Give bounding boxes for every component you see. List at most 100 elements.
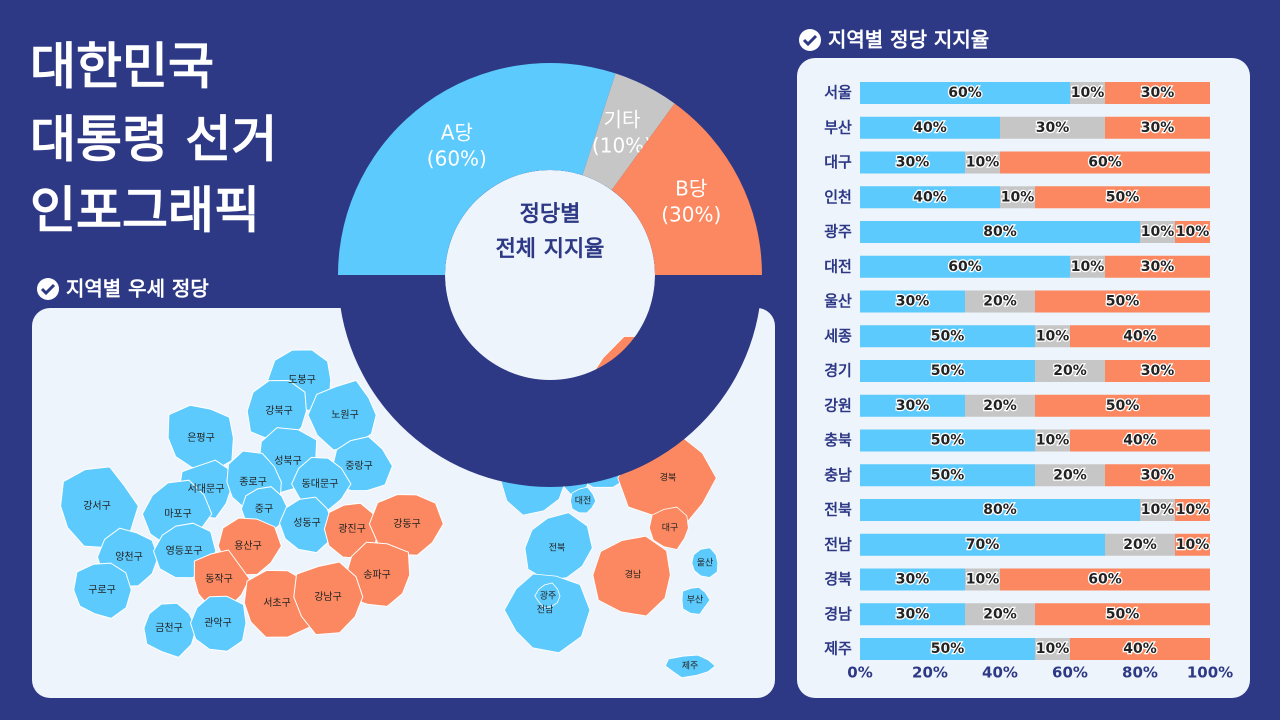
bar-segment <box>1035 603 1210 626</box>
category-label: 전북 <box>824 501 852 519</box>
bar-segment <box>1140 499 1175 521</box>
district-label: 강동구 <box>393 518 421 530</box>
category-label: 제주 <box>824 640 852 658</box>
bar-value-label: 40% <box>913 120 947 136</box>
bar-segment <box>1105 255 1210 278</box>
bar-segment <box>860 360 1035 382</box>
check-icon <box>37 278 59 300</box>
bar-value-label: 30% <box>896 606 930 622</box>
region-label: 경남 <box>625 569 642 581</box>
region-area <box>691 547 719 578</box>
district-label: 종로구 <box>239 476 267 488</box>
bar-segment <box>860 499 1140 521</box>
bar-segment <box>860 116 1000 139</box>
bar-value-label: 20% <box>1123 537 1157 553</box>
slice-label: B당 <box>675 177 707 201</box>
category-label: 경기 <box>824 362 852 380</box>
bar-segment <box>860 221 1140 243</box>
bar-value-label: 10% <box>1036 328 1070 344</box>
x-tick-label: 0% <box>847 664 872 682</box>
donut-hole <box>445 170 655 380</box>
district-area <box>278 496 334 554</box>
bar-value-label: 50% <box>1106 294 1140 310</box>
bar-segment <box>860 568 965 591</box>
district-area <box>73 562 132 619</box>
region-label: 광주 <box>540 590 557 602</box>
bar-segment <box>965 568 1000 591</box>
bar-value-label: 50% <box>931 641 965 657</box>
bar-segment <box>1000 116 1105 139</box>
district-label: 송파구 <box>363 569 391 581</box>
bar-value-label: 60% <box>1088 572 1122 588</box>
donut-slice <box>582 73 675 191</box>
district-label: 관악구 <box>204 617 232 629</box>
bar-value-label: 10% <box>1176 537 1210 553</box>
district-area <box>143 602 197 658</box>
x-tick-label: 80% <box>1122 664 1158 682</box>
region-area <box>534 582 561 609</box>
bar-segment <box>1070 429 1210 452</box>
region-label: 부산 <box>687 595 704 606</box>
district-label: 중구 <box>255 503 273 515</box>
district-label: 양천구 <box>115 551 143 563</box>
district-label: 동대문구 <box>302 478 339 490</box>
bar-segment <box>860 638 1035 660</box>
region-area <box>569 486 597 514</box>
bar-value-label: 10% <box>1071 85 1105 101</box>
bar-value-label: 60% <box>948 85 982 101</box>
bar-segment <box>965 394 1035 417</box>
bar-value-label: 60% <box>1088 155 1122 171</box>
bar-segment <box>1035 325 1070 348</box>
bar-value-label: 30% <box>896 294 930 310</box>
district-label: 마포구 <box>164 508 192 520</box>
district-label: 금천구 <box>155 622 183 634</box>
category-label: 서울 <box>824 84 852 102</box>
bar-value-label: 10% <box>1001 189 1035 205</box>
district-label: 서대문구 <box>188 483 225 495</box>
category-label: 충북 <box>824 431 852 449</box>
category-label: 대구 <box>824 153 852 171</box>
bar-value-label: 50% <box>1106 398 1140 414</box>
bar-value-label: 80% <box>983 502 1017 518</box>
title-line: 대한민국 <box>30 38 214 96</box>
bar-segment <box>1105 360 1210 382</box>
bar-value-label: 70% <box>966 537 1000 553</box>
district-label: 광진구 <box>338 523 366 535</box>
category-label: 울산 <box>824 292 852 310</box>
region-label: 제주 <box>682 661 699 672</box>
bar-segment <box>965 151 1000 174</box>
category-label: 인천 <box>824 188 852 206</box>
bar-segment <box>1105 116 1210 139</box>
district-label: 중랑구 <box>345 460 373 472</box>
category-label: 충남 <box>824 466 852 484</box>
bar-value-label: 10% <box>966 572 1000 588</box>
district-area <box>293 561 364 636</box>
bar-segment <box>1175 221 1210 243</box>
bar-segment <box>1140 221 1175 243</box>
district-label: 은평구 <box>187 432 215 444</box>
slice-value-label: (60%) <box>427 146 487 170</box>
bar-segment <box>1035 290 1210 313</box>
district-label: 동작구 <box>205 573 233 585</box>
bar-segment <box>1070 638 1210 660</box>
region-label: 대전 <box>575 496 592 507</box>
category-label: 경남 <box>824 605 852 623</box>
region-label: 울산 <box>697 558 714 569</box>
chart-title: 지역별 정당 지지율 <box>828 28 989 52</box>
district-label: 구로구 <box>88 585 116 596</box>
bar-segment <box>1105 533 1175 556</box>
bar-value-label: 50% <box>931 363 965 379</box>
bar-segment <box>1105 464 1210 487</box>
region-label: 전북 <box>549 543 566 554</box>
donut-center-label: 전체 지지율 <box>496 237 605 262</box>
category-label: 광주 <box>824 223 852 241</box>
bar-value-label: 30% <box>1141 120 1175 136</box>
bar-value-label: 20% <box>1053 363 1087 379</box>
x-tick-label: 100% <box>1187 664 1233 682</box>
district-label: 서초구 <box>263 597 291 609</box>
section-title: 지역별 우세 정당 <box>66 277 209 301</box>
bar-segment <box>860 533 1105 556</box>
bar-segment <box>860 325 1035 348</box>
bar-value-label: 40% <box>1123 328 1157 344</box>
